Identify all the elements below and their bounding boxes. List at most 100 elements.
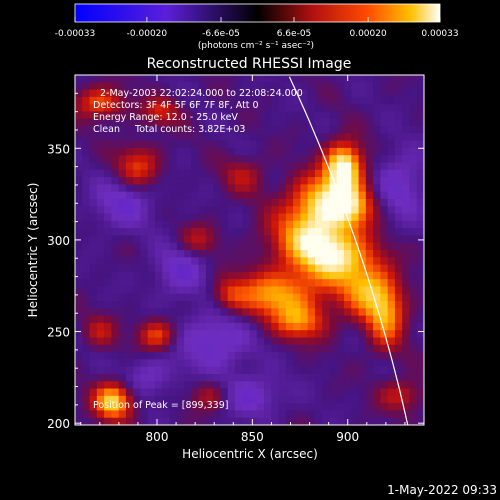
- heatmap-cell: [118, 228, 127, 236]
- heatmap-cell: [264, 403, 272, 411]
- heatmap-cell: [402, 147, 410, 156]
- heatmap-cell: [373, 271, 381, 280]
- heatmap-cell: [96, 198, 105, 207]
- heatmap-cell: [75, 322, 83, 331]
- heatmap-cell: [96, 344, 105, 353]
- heatmap-cell: [293, 301, 301, 309]
- heatmap-cell: [227, 198, 236, 207]
- heatmap-cell: [169, 366, 178, 375]
- heatmap-cell: [125, 279, 134, 287]
- heatmap-cell: [358, 140, 367, 149]
- heatmap-cell: [234, 177, 243, 185]
- heatmap-cell: [96, 104, 105, 112]
- heatmap-cell: [118, 417, 127, 425]
- heatmap-cell: [213, 344, 221, 353]
- heatmap-cell: [75, 279, 83, 287]
- heatmap-cell: [133, 235, 141, 244]
- heatmap-cell: [329, 395, 338, 404]
- heatmap-cell: [191, 322, 199, 331]
- heatmap-cell: [285, 242, 294, 251]
- heatmap-cell: [365, 133, 374, 142]
- heatmap-cell: [169, 279, 178, 287]
- heatmap-cell: [176, 381, 185, 389]
- heatmap-cell: [300, 315, 309, 324]
- heatmap-cell: [234, 242, 243, 251]
- heatmap-cell: [140, 169, 149, 178]
- heatmap-cell: [147, 322, 156, 331]
- heatmap-cell: [322, 315, 330, 324]
- heatmap-cell: [380, 235, 389, 244]
- heatmap-cell: [75, 373, 83, 382]
- heatmap-cell: [205, 140, 214, 149]
- heatmap-cell: [300, 301, 309, 309]
- heatmap-cell: [82, 133, 90, 142]
- heatmap-cell: [191, 184, 199, 193]
- heatmap-cell: [147, 352, 156, 360]
- heatmap-cell: [416, 155, 424, 163]
- heatmap-cell: [140, 147, 149, 156]
- heatmap-cell: [104, 169, 112, 178]
- heatmap-cell: [307, 75, 316, 83]
- heatmap-cell: [394, 82, 403, 90]
- heatmap-cell: [213, 373, 221, 382]
- heatmap-cell: [96, 359, 105, 368]
- heatmap-cell: [205, 293, 214, 302]
- heatmap-cell: [154, 271, 163, 280]
- heatmap-cell: [242, 162, 250, 171]
- heatmap-cell: [365, 177, 374, 185]
- heatmap-cell: [242, 96, 250, 105]
- heatmap-cell: [169, 213, 178, 222]
- heatmap-cell: [285, 315, 294, 324]
- heatmap-cell: [75, 118, 83, 127]
- heatmap-cell: [191, 264, 199, 273]
- heatmap-cell: [184, 395, 192, 404]
- heatmap-cell: [409, 220, 418, 229]
- heatmap-cell: [278, 359, 287, 368]
- heatmap-cell: [133, 198, 141, 207]
- heatmap-cell: [358, 177, 367, 185]
- heatmap-cell: [169, 184, 178, 193]
- heatmap-cell: [147, 111, 156, 120]
- heatmap-cell: [75, 96, 83, 105]
- heatmap-cell: [322, 111, 330, 120]
- heatmap-cell: [89, 301, 98, 309]
- heatmap-cell: [409, 169, 418, 178]
- heatmap-cell: [351, 155, 359, 163]
- heatmap-cell: [184, 352, 192, 360]
- heatmap-cell: [140, 118, 149, 127]
- heatmap-cell: [184, 337, 192, 346]
- heatmap-cell: [416, 330, 424, 338]
- heatmap-cell: [111, 213, 120, 222]
- heatmap-cell: [213, 198, 221, 207]
- heatmap-cell: [140, 301, 149, 309]
- heatmap-cell: [293, 344, 301, 353]
- heatmap-cell: [380, 162, 389, 171]
- heatmap-cell: [213, 191, 221, 200]
- heatmap-cell: [271, 75, 279, 83]
- heatmap-cell: [409, 388, 418, 397]
- heatmap-cell: [133, 352, 141, 360]
- heatmap-cell: [264, 388, 272, 397]
- heatmap-cell: [184, 155, 192, 163]
- heatmap-cell: [162, 279, 170, 287]
- heatmap-cell: [271, 228, 279, 236]
- heatmap-cell: [351, 250, 359, 258]
- heatmap-cell: [82, 366, 90, 375]
- heatmap-cell: [89, 388, 98, 397]
- heatmap-cell: [271, 417, 279, 425]
- heatmap-cell: [344, 140, 352, 149]
- heatmap-cell: [351, 82, 359, 90]
- heatmap-cell: [125, 264, 134, 273]
- heatmap-cell: [147, 162, 156, 171]
- heatmap-cell: [125, 155, 134, 163]
- heatmap-cell: [213, 257, 221, 265]
- heatmap-cell: [409, 242, 418, 251]
- heatmap-cell: [380, 206, 389, 214]
- heatmap-cell: [416, 366, 424, 375]
- heatmap-cell: [365, 191, 374, 200]
- heatmap-cell: [75, 235, 83, 244]
- heatmap-cell: [278, 82, 287, 90]
- heatmap-cell: [125, 388, 134, 397]
- heatmap-cell: [365, 388, 374, 397]
- heatmap-cell: [387, 177, 396, 185]
